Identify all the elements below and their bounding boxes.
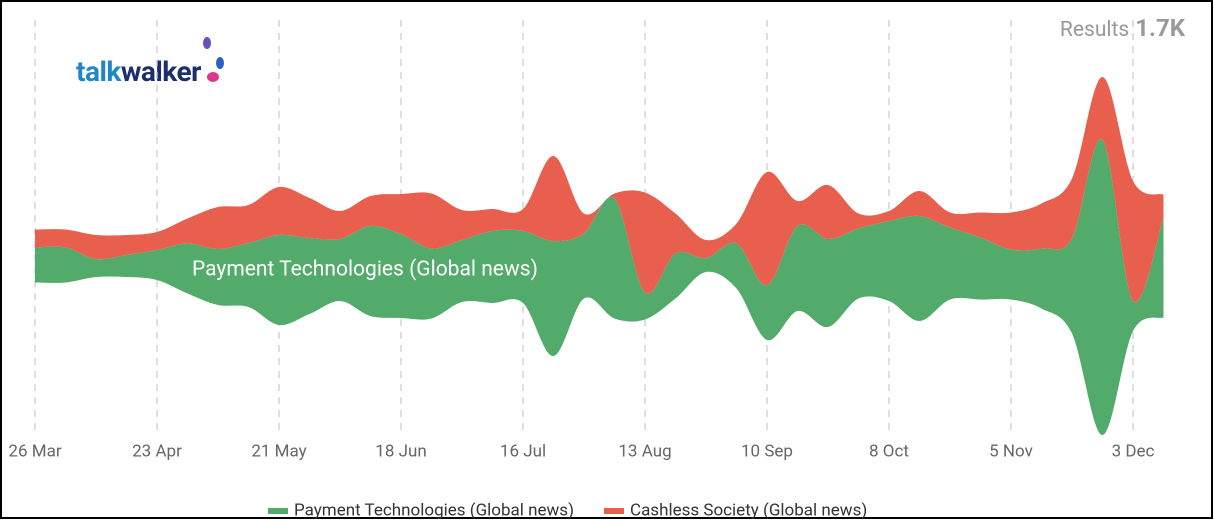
x-tick-label: 18 Jun [375,441,426,461]
results-value: 1.7K [1135,14,1186,42]
x-tick-label: 8 Oct [869,441,909,461]
results-label: Results [1060,18,1129,42]
logo-part: walker [121,55,201,88]
x-tick-label: 23 Apr [132,441,182,461]
x-tick-label: 16 Jul [500,441,546,461]
legend-label: Cashless Society (Global news) [630,500,867,520]
x-tick-label: 3 Dec [1112,441,1155,461]
logo-icon [207,72,219,82]
area-label: Payment Technologies (Global news) [192,258,538,282]
x-tick-label: 26 Mar [8,441,61,461]
x-tick-label: 5 Nov [989,441,1033,461]
logo-part: talk [76,55,122,88]
logo-icon [216,57,224,69]
results: Results 1.7K [1060,14,1186,42]
logo: talkwalker [76,37,224,88]
legend-swatch [604,508,624,514]
legend-label: Payment Technologies (Global news) [294,500,574,520]
stream-area [35,139,1164,436]
logo-icon [203,37,211,49]
legend-swatch [268,508,288,514]
logo-text: talkwalker [76,55,201,88]
x-tick-label: 10 Sep [741,441,793,461]
x-tick-label: 13 Aug [618,441,671,461]
x-tick-label: 21 May [251,441,306,461]
